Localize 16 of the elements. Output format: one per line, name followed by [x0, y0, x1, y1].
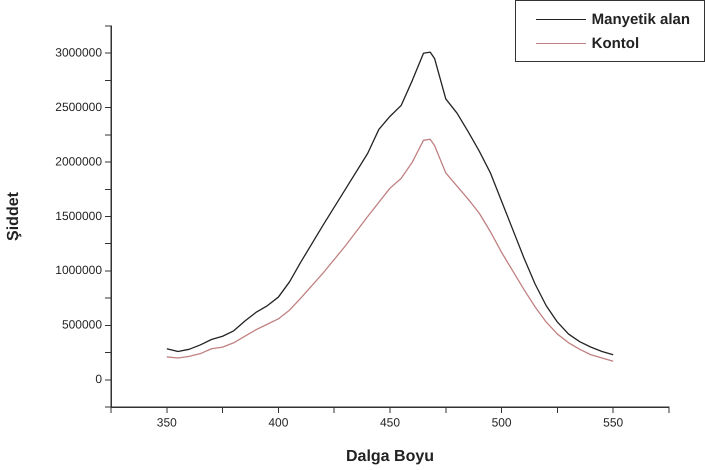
y-tick-label: 0 [95, 372, 102, 386]
y-tick-label: 2500000 [55, 100, 102, 114]
x-tick-label: 550 [603, 416, 624, 430]
y-tick-label: 2000000 [55, 154, 102, 168]
x-tick-label: 400 [268, 416, 289, 430]
x-tick-label: 500 [492, 416, 512, 430]
y-tick-label: 1500000 [55, 208, 102, 223]
x-tick-label: 450 [380, 416, 400, 430]
y-tick-label: 1000000 [55, 263, 102, 278]
y-tick-label: 500000 [62, 318, 102, 332]
legend-label: Kontol [592, 34, 640, 52]
x-axis-title: Dalga Boyu [346, 448, 434, 465]
y-tick-label: 3000000 [55, 46, 102, 60]
y-axis-title: Şiddet [5, 191, 22, 241]
x-tick-label: 350 [156, 416, 178, 430]
legend-label: Manyetik alan [592, 10, 690, 28]
